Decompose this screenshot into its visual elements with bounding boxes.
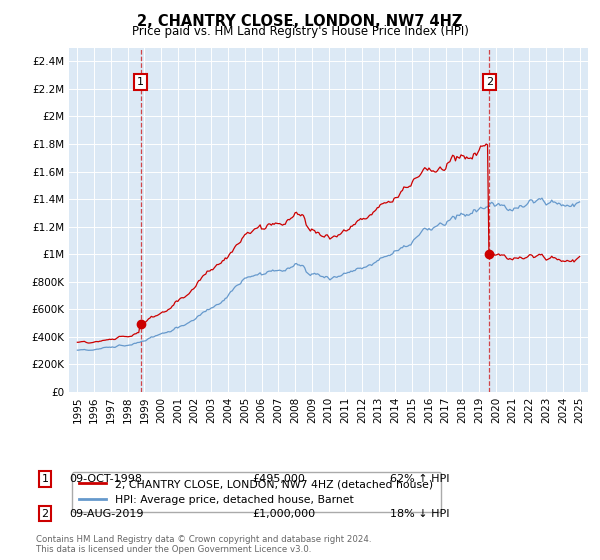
Text: £1,000,000: £1,000,000 bbox=[252, 508, 315, 519]
Text: 1: 1 bbox=[137, 77, 144, 87]
Text: 2: 2 bbox=[41, 508, 49, 519]
Text: 18% ↓ HPI: 18% ↓ HPI bbox=[390, 508, 449, 519]
Legend: 2, CHANTRY CLOSE, LONDON, NW7 4HZ (detached house), HPI: Average price, detached: 2, CHANTRY CLOSE, LONDON, NW7 4HZ (detac… bbox=[72, 472, 441, 512]
Text: 1: 1 bbox=[41, 474, 49, 484]
Text: 09-AUG-2019: 09-AUG-2019 bbox=[69, 508, 143, 519]
Text: 2: 2 bbox=[486, 77, 493, 87]
Text: 09-OCT-1998: 09-OCT-1998 bbox=[69, 474, 142, 484]
Text: 2, CHANTRY CLOSE, LONDON, NW7 4HZ: 2, CHANTRY CLOSE, LONDON, NW7 4HZ bbox=[137, 14, 463, 29]
Text: Contains HM Land Registry data © Crown copyright and database right 2024.
This d: Contains HM Land Registry data © Crown c… bbox=[36, 535, 371, 554]
Text: £495,000: £495,000 bbox=[252, 474, 305, 484]
Text: Price paid vs. HM Land Registry's House Price Index (HPI): Price paid vs. HM Land Registry's House … bbox=[131, 25, 469, 38]
Text: 62% ↑ HPI: 62% ↑ HPI bbox=[390, 474, 449, 484]
